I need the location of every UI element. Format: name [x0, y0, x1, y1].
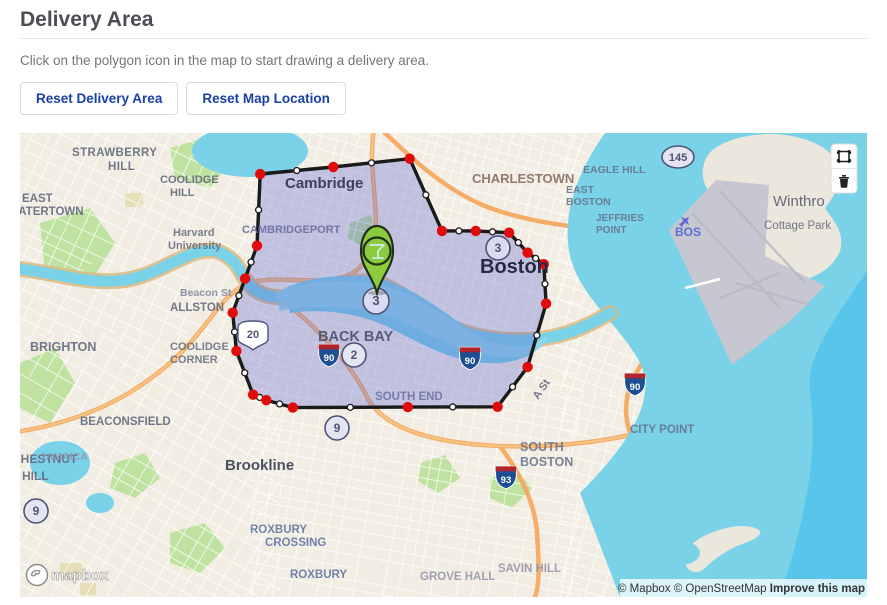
svg-text:BOS: BOS: [675, 225, 701, 239]
svg-text:University: University: [168, 240, 222, 252]
svg-text:CROSSING: CROSSING: [265, 537, 326, 549]
svg-text:SOUTH: SOUTH: [520, 440, 564, 454]
svg-text:Cambridge: Cambridge: [285, 175, 363, 192]
svg-text:EAST: EAST: [22, 193, 53, 205]
svg-text:9: 9: [33, 504, 40, 518]
svg-text:CORNER: CORNER: [170, 354, 218, 366]
svg-text:HILL: HILL: [108, 161, 135, 173]
svg-text:EAST: EAST: [566, 184, 595, 196]
svg-text:WATERTOWN: WATERTOWN: [20, 206, 84, 218]
svg-text:BOSTON: BOSTON: [520, 455, 573, 469]
svg-text:20: 20: [247, 329, 259, 341]
svg-text:SOUTH END: SOUTH END: [375, 391, 443, 403]
svg-text:9: 9: [334, 421, 341, 435]
svg-text:JEFFRIES: JEFFRIES: [596, 213, 644, 224]
svg-text:90: 90: [630, 382, 641, 393]
svg-text:2: 2: [351, 348, 358, 362]
svg-text:GROVE HALL: GROVE HALL: [420, 571, 495, 583]
svg-text:CITY POINT: CITY POINT: [630, 424, 694, 436]
svg-text:145: 145: [669, 152, 687, 164]
svg-text:Harvard: Harvard: [173, 227, 215, 239]
svg-text:STRAWBERRY: STRAWBERRY: [72, 147, 157, 159]
svg-text:93: 93: [501, 475, 512, 486]
svg-text:90: 90: [465, 356, 476, 367]
svg-text:Beacon St: Beacon St: [180, 287, 232, 299]
svg-text:Boston: Boston: [480, 256, 549, 278]
svg-text:JAMAICA: JAMAICA: [40, 451, 88, 463]
svg-text:mapbox: mapbox: [51, 567, 109, 584]
svg-text:CHARLESTOWN: CHARLESTOWN: [472, 171, 574, 186]
svg-text:SAVIN HILL: SAVIN HILL: [498, 563, 561, 575]
svg-text:ROXBURY: ROXBURY: [290, 569, 347, 581]
svg-text:COOLIDGE: COOLIDGE: [160, 174, 219, 186]
svg-text:BOSTON: BOSTON: [566, 196, 611, 208]
svg-text:Winthro: Winthro: [773, 193, 825, 210]
svg-text:ALLSTON: ALLSTON: [170, 302, 224, 314]
svg-text:ROXBURY: ROXBURY: [250, 524, 307, 536]
svg-text:3: 3: [495, 241, 502, 255]
svg-text:BRIGHTON: BRIGHTON: [30, 340, 96, 354]
svg-text:90: 90: [324, 353, 335, 364]
svg-text:POINT: POINT: [596, 225, 627, 236]
svg-text:CAMBRIDGEPORT: CAMBRIDGEPORT: [242, 224, 341, 236]
svg-text:Brookline: Brookline: [225, 457, 294, 474]
svg-text:3: 3: [372, 293, 379, 308]
svg-text:EAGLE HILL: EAGLE HILL: [583, 164, 646, 176]
svg-text:COOLIDGE: COOLIDGE: [170, 341, 229, 353]
svg-text:HILL: HILL: [170, 187, 195, 199]
svg-text:Cottage Park: Cottage Park: [764, 220, 831, 232]
svg-text:BEACONSFIELD: BEACONSFIELD: [80, 416, 171, 428]
svg-text:HILL: HILL: [22, 469, 49, 483]
svg-text:© Mapbox © OpenStreetMap Impro: © Mapbox © OpenStreetMap Improve this ma…: [618, 583, 865, 595]
